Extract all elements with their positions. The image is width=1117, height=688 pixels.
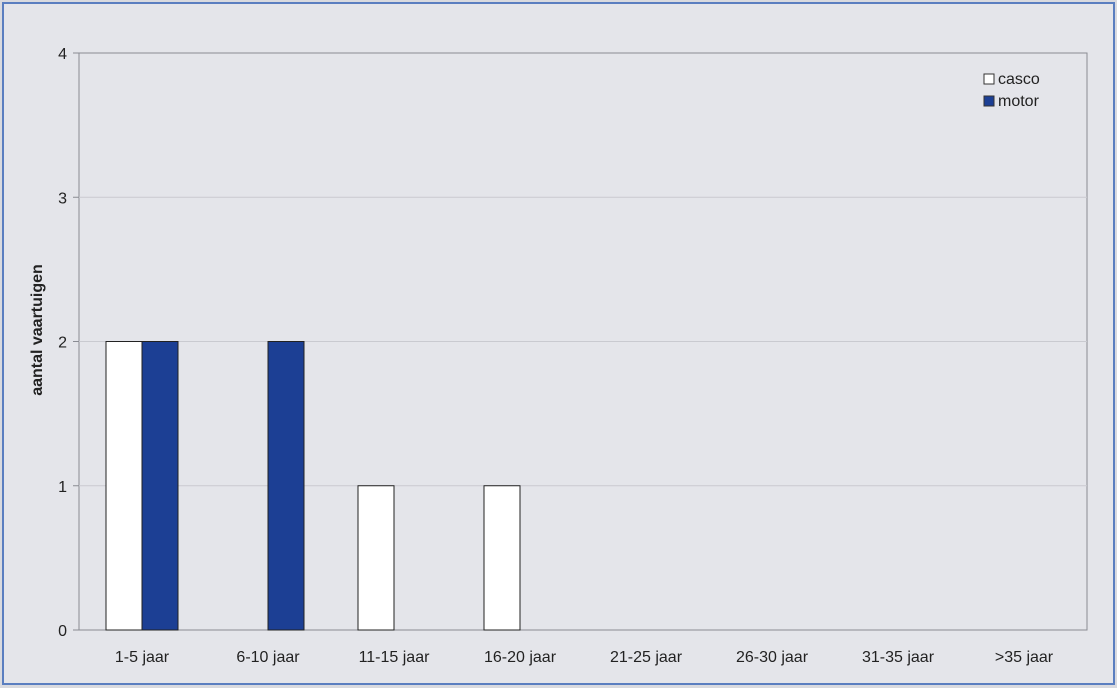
bar-casco-1 xyxy=(105,341,143,631)
x-tick-label: 21-25 jaar xyxy=(610,649,683,666)
bar-motor-1 xyxy=(141,341,179,631)
bar-casco-4 xyxy=(483,485,521,631)
bars xyxy=(105,341,521,631)
y-tick-label: 2 xyxy=(58,335,67,352)
legend: casco motor xyxy=(983,71,1040,110)
gridlines xyxy=(79,196,1087,487)
x-tick-label: 1-5 jaar xyxy=(115,649,170,666)
y-tick-label: 0 xyxy=(58,623,67,640)
y-axis-title: aantal vaartuigen xyxy=(29,264,46,396)
bar-chart: 0 1 2 3 4 1-5 jaar 6-10 jaar 11-15 jaar 16-20 ja… xyxy=(29,46,1088,666)
x-tick-label: 26-30 jaar xyxy=(736,649,809,666)
x-tick-label: 11-15 jaar xyxy=(359,649,431,666)
legend-swatch-casco xyxy=(983,73,995,85)
legend-label-casco: casco xyxy=(998,71,1040,88)
x-tick-label: 6-10 jaar xyxy=(236,649,300,666)
tick-labels: 0 1 2 3 4 1-5 jaar 6-10 jaar 11-15 jaar 16-20 ja… xyxy=(58,46,1054,666)
legend-label-motor: motor xyxy=(998,93,1040,110)
x-tick-label: >35 jaar xyxy=(995,649,1054,666)
y-tick-label: 4 xyxy=(58,46,67,63)
y-tick-label: 3 xyxy=(58,190,67,207)
x-tick-label: 16-20 jaar xyxy=(484,649,557,666)
bar-motor-2 xyxy=(267,341,305,631)
bar-casco-3 xyxy=(357,485,395,631)
x-tick-label: 31-35 jaar xyxy=(862,649,935,666)
y-tick-label: 1 xyxy=(58,479,67,496)
legend-swatch-motor xyxy=(983,95,995,107)
